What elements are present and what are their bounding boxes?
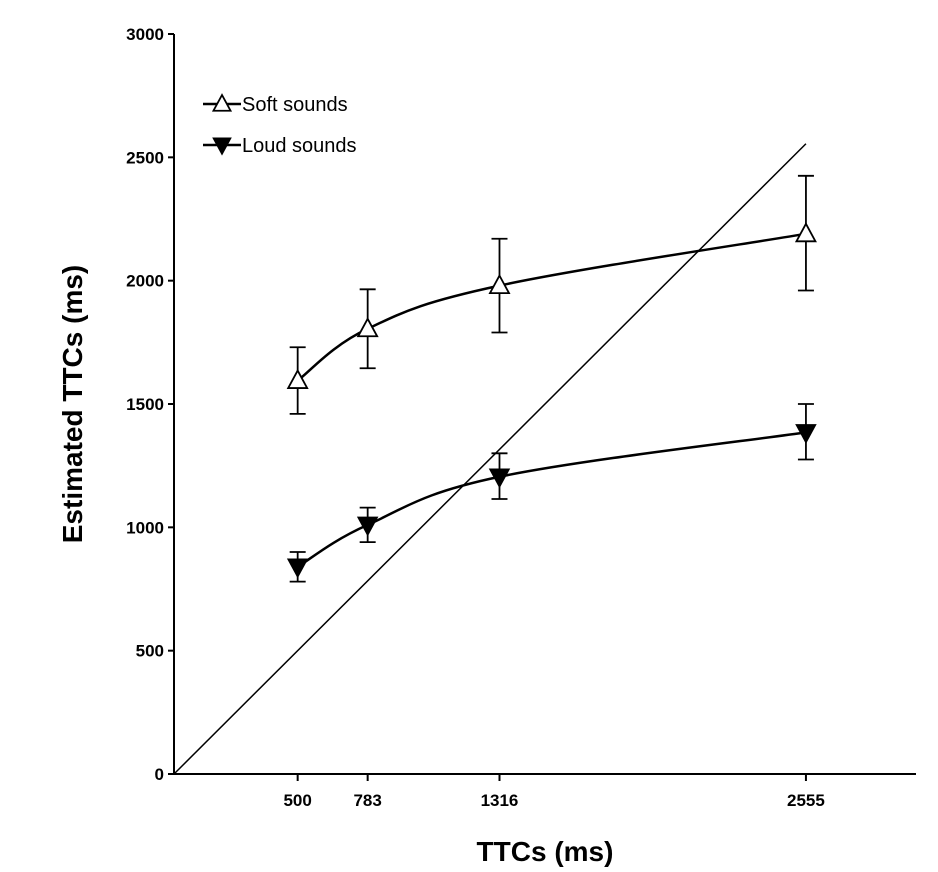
y-tick-label: 1500 [126, 395, 164, 414]
x-tick-label: 2555 [787, 791, 825, 810]
series-soft-sounds [286, 174, 817, 415]
x-tick-label: 1316 [481, 791, 519, 810]
x-axis-title: TTCs (ms) [477, 836, 614, 867]
axes: 0 500 1000 1500 2000 2500 3000 500 783 1316 2555 [126, 25, 916, 810]
legend: Soft sounds Loud sounds [203, 93, 357, 157]
x-tick-label: 500 [283, 791, 311, 810]
data-point [488, 273, 511, 295]
identity-reference-line [173, 143, 807, 775]
data-point [356, 316, 379, 338]
y-tick-label: 0 [155, 765, 164, 784]
y-axis-title: Estimated TTCs (ms) [57, 265, 88, 544]
y-tick-label: 2500 [126, 148, 164, 167]
series-loud-sounds [286, 403, 817, 583]
y-tick-label: 500 [136, 642, 164, 661]
y-tick-label: 2000 [126, 272, 164, 291]
reference-line-layer [173, 143, 807, 775]
data-point [794, 221, 817, 243]
data-point [286, 368, 309, 389]
data-point [356, 516, 379, 537]
y-tick-label: 3000 [126, 25, 164, 44]
x-tick-label: 783 [353, 791, 381, 810]
legend-marker [212, 137, 232, 156]
data-point [286, 558, 309, 579]
data-point [795, 424, 817, 444]
y-tick-label: 1000 [126, 518, 164, 537]
legend-label: Loud sounds [242, 135, 357, 157]
series-layer [286, 174, 817, 583]
data-point [488, 468, 511, 489]
legend-marker [211, 93, 233, 112]
legend-label: Soft sounds [242, 94, 348, 116]
series-line [296, 232, 807, 382]
series-line [297, 431, 807, 568]
